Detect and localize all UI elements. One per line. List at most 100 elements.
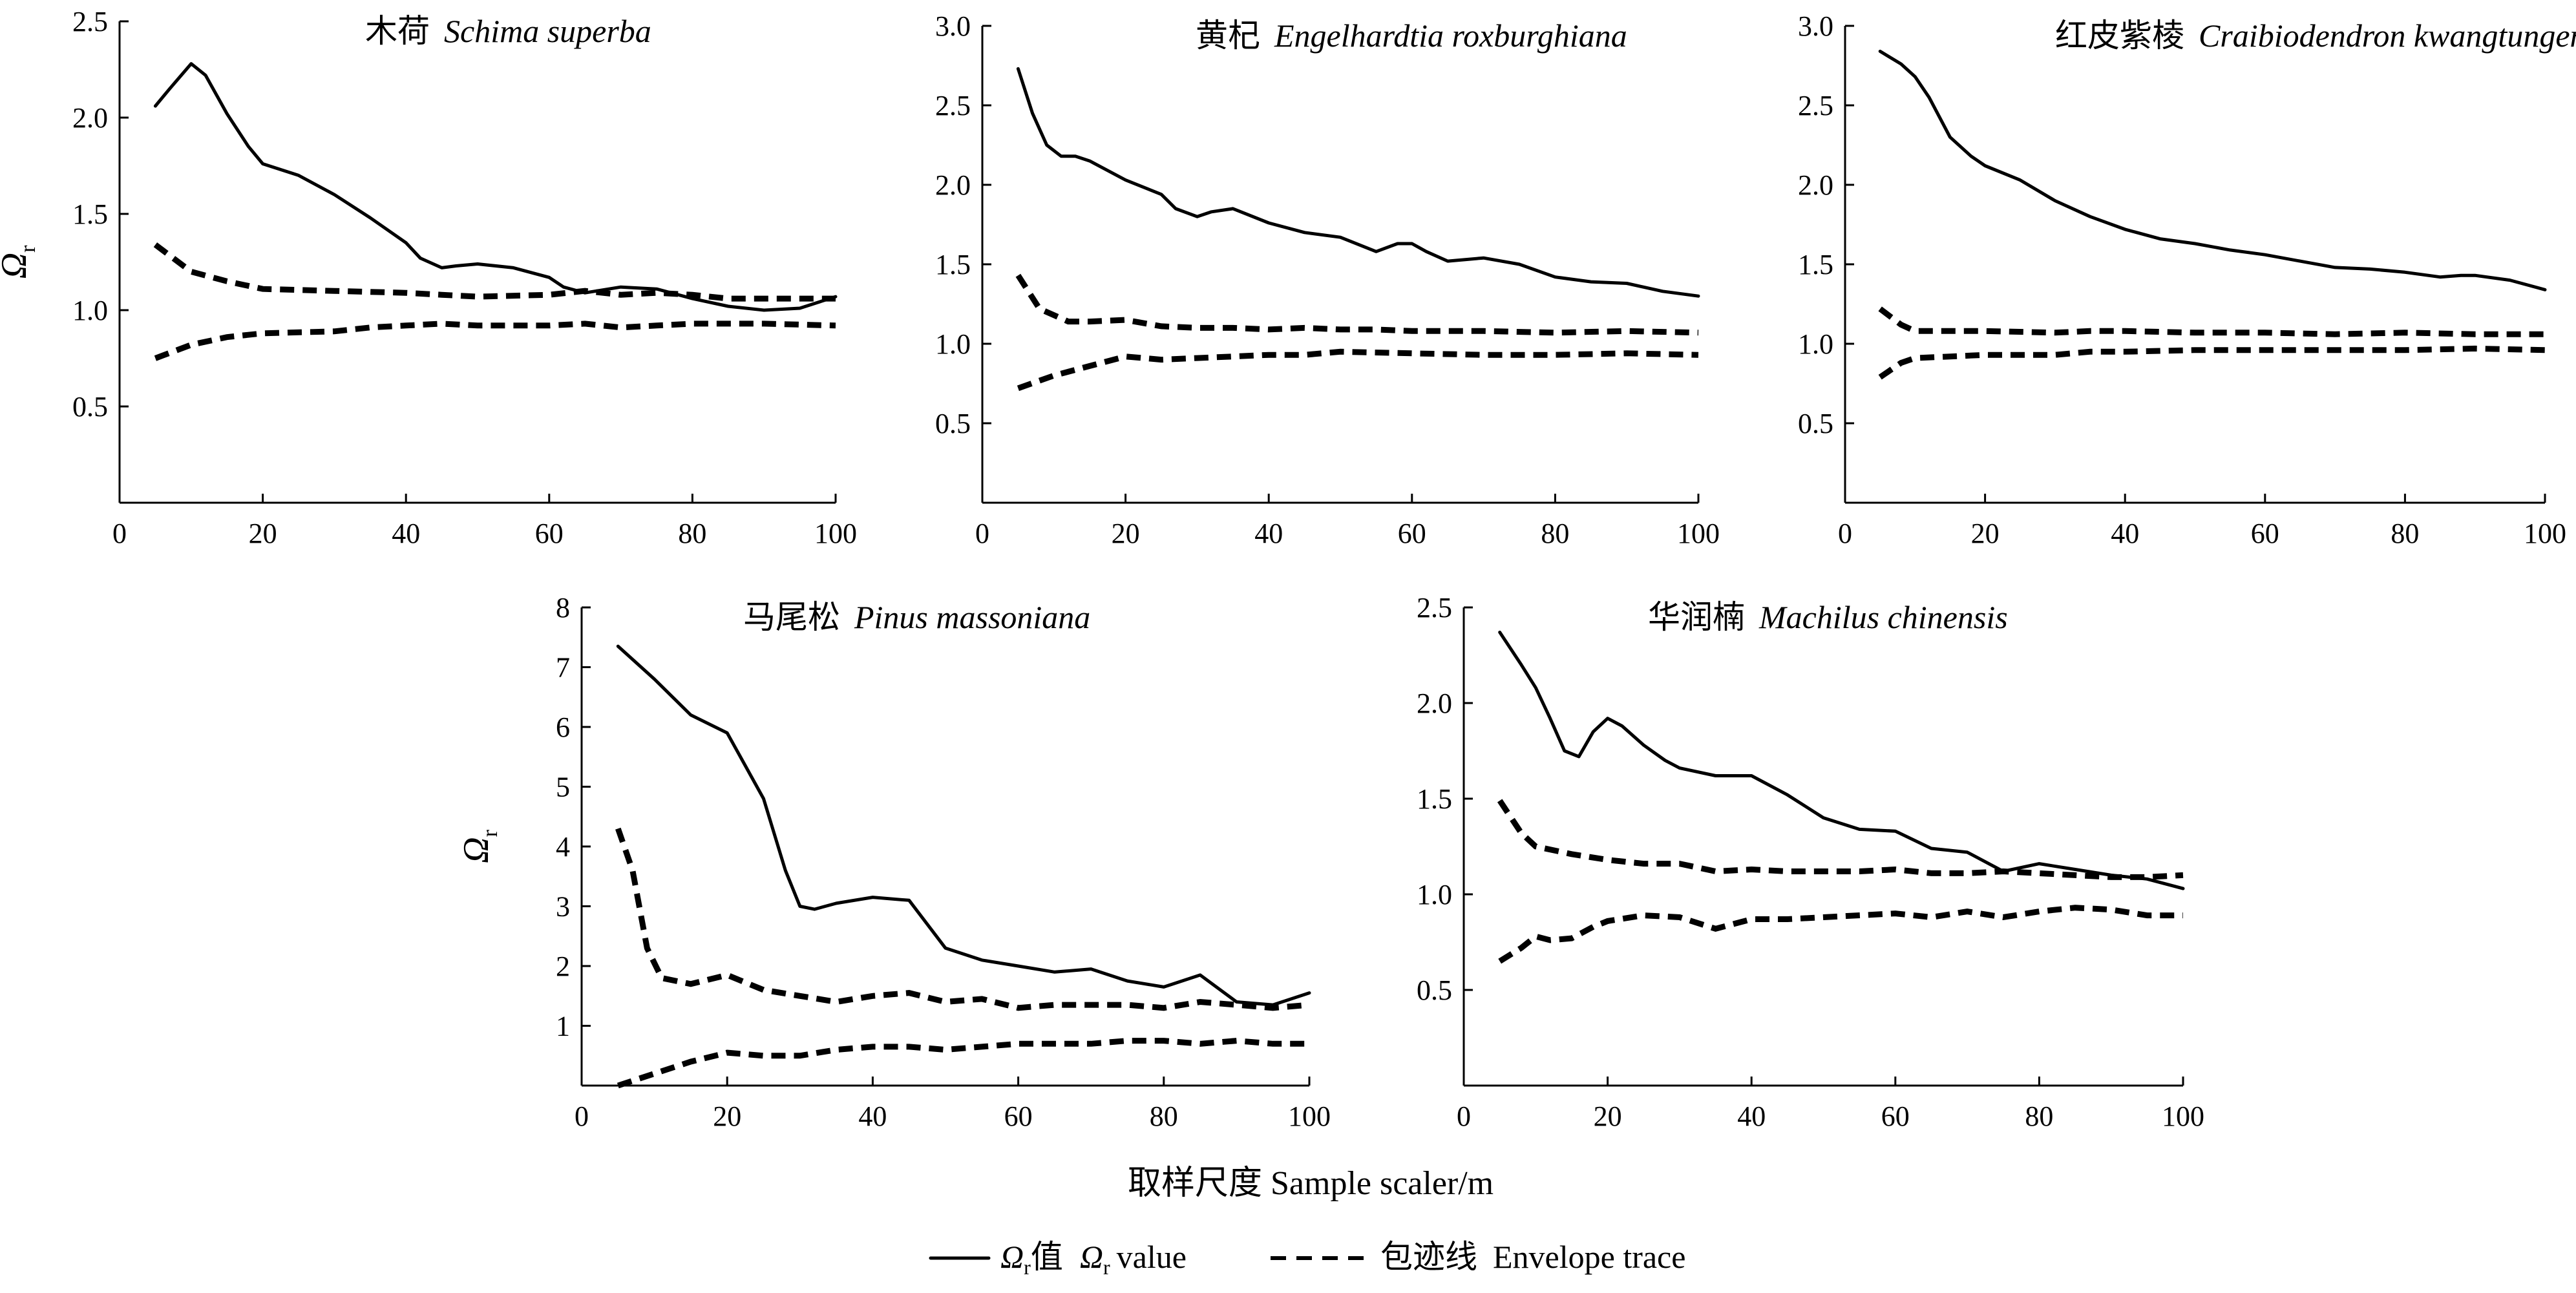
x-tick-label: 80 [678,518,706,549]
x-tick-label: 100 [2162,1100,2204,1132]
y-tick-label: 1.5 [935,249,971,280]
panel-title: 华润楠 Machilus chinensis [1648,599,2008,635]
x-tick-label: 100 [814,518,857,549]
x-tick-label: 40 [1254,518,1283,549]
x-tick-label: 0 [975,518,989,549]
x-tick-label: 0 [1838,518,1852,549]
x-tick-label: 0 [1457,1100,1471,1132]
y-tick-label: 3.0 [1798,10,1833,42]
x-tick-label: 40 [2111,518,2139,549]
legend-solid-symbol-sub: r [1024,1256,1031,1279]
legend-solid-cn: 值 [1031,1239,1063,1275]
panel-title-latin: Craibiodendron kwangtungense [2199,17,2576,54]
x-axis-label: 取样尺度 Sample scaler/m [1128,1165,1494,1202]
omega-value-line [1498,631,2185,890]
x-tick-label: 60 [1398,518,1426,549]
legend-solid-symbol-2: Ω [1080,1239,1103,1275]
envelope-lower-line [1498,905,2183,964]
panel-title-cn: 黄杞 [1196,17,1260,54]
panel-title-latin: Machilus chinensis [1758,599,2008,635]
y-tick-label: 1.0 [1798,328,1833,360]
panel-title-latin: Pinus massoniana [854,599,1090,635]
y-axis-label: Ωr [456,829,502,863]
y-axis-label-sub: r [478,829,502,837]
y-axis-label-symbol: Ω [456,837,496,863]
panel-2: 0 20 40 60 80 100 0.5 1.0 1.5 2.0 2.5 3.0 黄杞 Engelhar… [935,10,1720,549]
x-tick-label: 40 [392,518,420,549]
panel-title-cn: 马尾松 [743,599,840,635]
y-tick-label: 5 [556,772,570,803]
y-tick-label: 1.0 [72,295,108,326]
y-tick-label: 0.5 [72,391,108,423]
envelope-lower-line [1878,345,2546,380]
panel-title-cn: 木荷 [365,13,430,49]
panel-title: 马尾松 Pinus massoniana [743,599,1090,635]
envelope-upper-line [153,242,836,302]
envelope-lower-line [154,321,836,361]
envelope-lower-line [1017,348,1699,392]
y-tick-label: 7 [556,652,570,684]
x-tick-label: 80 [1150,1100,1178,1132]
y-tick-label: 8 [556,592,570,624]
y-tick-label: 2.5 [72,6,108,37]
x-tick-label: 20 [1594,1100,1622,1132]
x-tick-label: 20 [1112,518,1140,549]
panel-title-cn: 红皮紫棱 [2055,17,2184,54]
y-tick-label: 1.5 [1798,249,1833,280]
envelope-upper-line [1015,273,1699,336]
x-tick-label: 40 [858,1100,887,1132]
x-tick-label: 20 [249,518,277,549]
panel-title: 木荷 Schima superba [365,13,651,49]
y-tick-label: 2.5 [935,90,971,121]
y-axis-label: Ωr [0,245,40,279]
x-tick-label: 60 [1881,1100,1910,1132]
y-tick-label: 6 [556,711,570,743]
x-tick-label: 20 [713,1100,741,1132]
omega-value-line [1016,67,1700,298]
legend-solid-en: value [1117,1239,1187,1275]
y-axis-label-sub: r [16,245,40,253]
y-axis-label-symbol: Ω [0,253,34,279]
y-tick-label: 2.0 [1417,688,1452,719]
panel-title: 黄杞 Engelhardtia roxburghiana [1196,17,1627,54]
y-tick-label: 2.5 [1798,90,1833,121]
y-tick-label: 2.0 [72,102,108,134]
envelope-upper-line [615,827,1310,1011]
x-tick-label: 0 [575,1100,589,1132]
omega-value-line [1878,49,2547,291]
y-tick-label: 2.0 [935,169,971,201]
x-tick-label: 60 [535,518,564,549]
y-tick-label: 3 [556,891,570,923]
y-tick-label: 3.0 [935,10,971,42]
y-tick-label: 0.5 [1417,974,1452,1006]
panel-4: 0 20 40 60 80 100 1 2 3 4 5 6 7 8 马尾松 Pinus massoniana Ω… [456,592,1331,1132]
legend: Ωr值 Ωr value 包迹线 Envelope trace [929,1239,1685,1279]
x-tick-label: 20 [1971,518,2000,549]
y-tick-label: 0.5 [1798,408,1833,439]
legend-solid-label: Ωr值 Ωr value [1000,1239,1187,1279]
envelope-lower-line [617,1038,1309,1089]
legend-dashed-en: Envelope trace [1493,1239,1685,1275]
x-tick-label: 40 [1737,1100,1766,1132]
omega-value-line [616,644,1311,1007]
y-tick-label: 1 [556,1011,570,1042]
x-tick-label: 100 [1288,1100,1331,1132]
x-tick-label: 100 [1677,518,1720,549]
x-tick-label: 0 [112,518,127,549]
panel-5: 0 20 40 60 80 100 0.5 1.0 1.5 2.0 2.5 华润楠 Machilus c… [1417,592,2204,1132]
envelope-upper-line [1497,799,2184,880]
legend-dashed-cn: 包迹线 [1380,1239,1477,1275]
x-tick-label: 80 [2391,518,2419,549]
panel-title-latin: Engelhardtia roxburghiana [1274,17,1627,54]
panel-title-cn: 华润楠 [1648,599,1745,635]
y-tick-label: 4 [556,831,570,863]
legend-dashed-label: 包迹线 Envelope trace [1380,1239,1685,1275]
y-tick-label: 1.5 [1417,783,1452,815]
x-tick-label: 60 [1004,1100,1033,1132]
y-tick-label: 0.5 [935,408,971,439]
y-tick-label: 2.0 [1798,169,1833,201]
legend-solid-symbol: Ω [1000,1239,1024,1275]
panel-1: 0 20 40 60 80 100 0.5 1.0 1.5 2.0 2.5 木荷 Schima supe… [0,6,857,549]
